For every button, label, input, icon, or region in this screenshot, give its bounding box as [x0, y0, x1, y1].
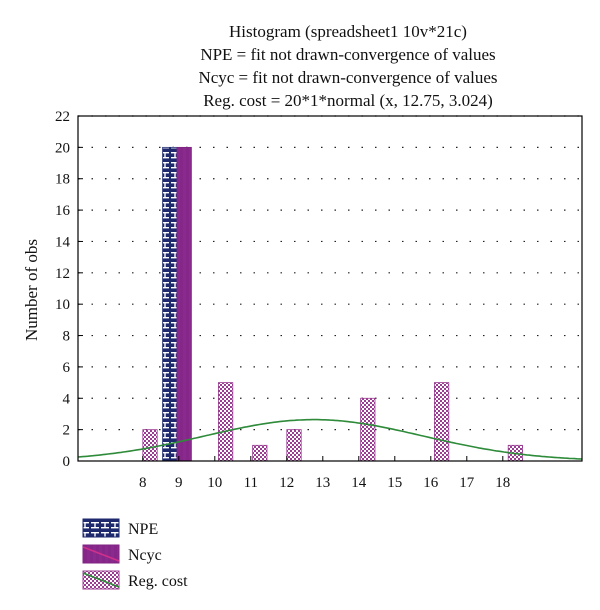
legend-item-ncyc: Ncyc	[82, 544, 162, 564]
legend: NPE Ncyc Reg. cost	[82, 518, 188, 590]
x-tick-label-17: 17	[459, 475, 475, 491]
x-tick-label-12: 12	[279, 475, 294, 491]
y-tick-label-22: 22	[55, 109, 70, 125]
legend-label-npe: NPE	[128, 521, 158, 538]
bar-npe-0	[162, 146, 178, 462]
x-tick-label-9: 9	[175, 475, 183, 491]
y-tick-label-18: 18	[55, 172, 70, 188]
bar-ncyc-0	[176, 146, 192, 462]
title-line-1: Histogram (spreadsheet1 10v*21c)	[229, 22, 467, 41]
y-tick-labels: 0 2 4 6 8 10 12 14 16 18 20 22	[55, 109, 71, 470]
y-tick-label-10: 10	[55, 297, 70, 313]
x-tick-label-14: 14	[351, 475, 367, 491]
y-axis-label: Number of obs	[22, 239, 41, 341]
y-tick-label-6: 6	[63, 360, 71, 376]
legend-label-ncyc: Ncyc	[128, 547, 162, 564]
grid-lines	[78, 115, 582, 431]
title-line-2: NPE = fit not drawn-convergence of value…	[200, 45, 495, 64]
bar-reg-cost-1	[217, 382, 234, 462]
title-line-4: Reg. cost = 20*1*normal (x, 12.75, 3.024…	[203, 91, 493, 110]
y-tick-label-14: 14	[55, 234, 71, 250]
y-tick-label-16: 16	[55, 203, 71, 219]
chart-title: Histogram (spreadsheet1 10v*21c) NPE = f…	[198, 22, 497, 110]
y-tick-label-4: 4	[63, 391, 71, 407]
bar-reg-cost-4	[360, 397, 376, 462]
bar-reg-cost-2	[252, 444, 268, 462]
legend-item-reg-cost: Reg. cost	[82, 570, 188, 590]
x-tick-label-13: 13	[315, 475, 330, 491]
y-tick-label-20: 20	[55, 140, 70, 156]
legend-label-reg-cost: Reg. cost	[128, 573, 188, 590]
legend-line-ncyc	[82, 546, 120, 562]
x-tick-label-15: 15	[387, 475, 402, 491]
axes	[77, 115, 583, 462]
x-tick-label-8: 8	[139, 475, 147, 491]
y-tick-label-8: 8	[63, 329, 71, 345]
fit-curve-group	[77, 418, 583, 460]
bar-reg-cost-0	[142, 429, 158, 462]
x-tick-label-18: 18	[495, 475, 510, 491]
legend-swatch-npe	[82, 518, 120, 538]
y-tick-label-12: 12	[55, 266, 70, 282]
bar-reg-cost-3	[286, 429, 302, 462]
x-tick-label-11: 11	[244, 475, 258, 491]
fit-curve-reg-cost	[77, 418, 583, 460]
y-tick-label-0: 0	[63, 454, 71, 470]
x-tick-label-10: 10	[207, 475, 222, 491]
y-tick-label-2: 2	[63, 423, 71, 439]
legend-line-reg-cost	[82, 572, 120, 588]
x-tick-label-16: 16	[423, 475, 439, 491]
title-line-3: Ncyc = fit not drawn-convergence of valu…	[198, 68, 497, 87]
plot-frame	[77, 115, 583, 462]
legend-item-npe: NPE	[82, 518, 158, 538]
bar-reg-cost-5	[433, 382, 450, 462]
x-tick-labels: 8 9 10 11 12 13 14 15 16 17 18	[139, 475, 510, 491]
